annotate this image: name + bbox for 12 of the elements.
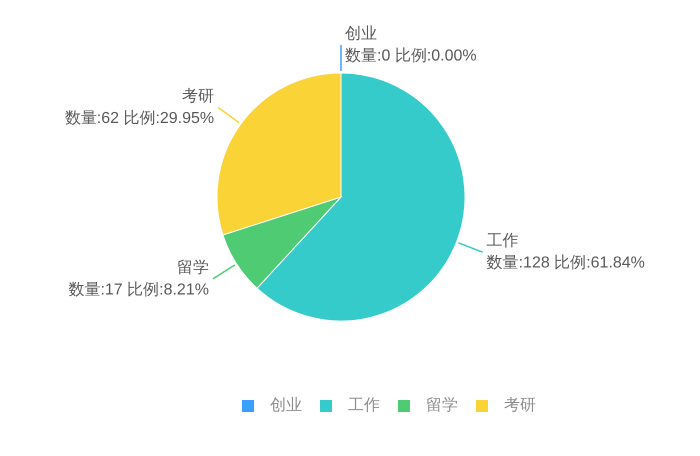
slice-label: 工作 xyxy=(486,232,519,250)
data-label: 数量:17 比例:8.21% xyxy=(68,280,209,298)
legend-label: 工作 xyxy=(348,396,380,416)
data-label: 数量:128 比例:61.84% xyxy=(486,254,645,272)
legend-label: 考研 xyxy=(504,396,536,416)
slice-label: 留学 xyxy=(176,258,209,276)
data-label: 数量:62 比例:29.95% xyxy=(64,108,214,127)
slice-label: 考研 xyxy=(182,86,214,105)
legend-label: 创业 xyxy=(270,396,302,416)
legend-label: 留学 xyxy=(426,396,458,416)
category-label: 创业 xyxy=(345,26,377,42)
text: 数量:0 比例:0.00% xyxy=(345,48,477,64)
